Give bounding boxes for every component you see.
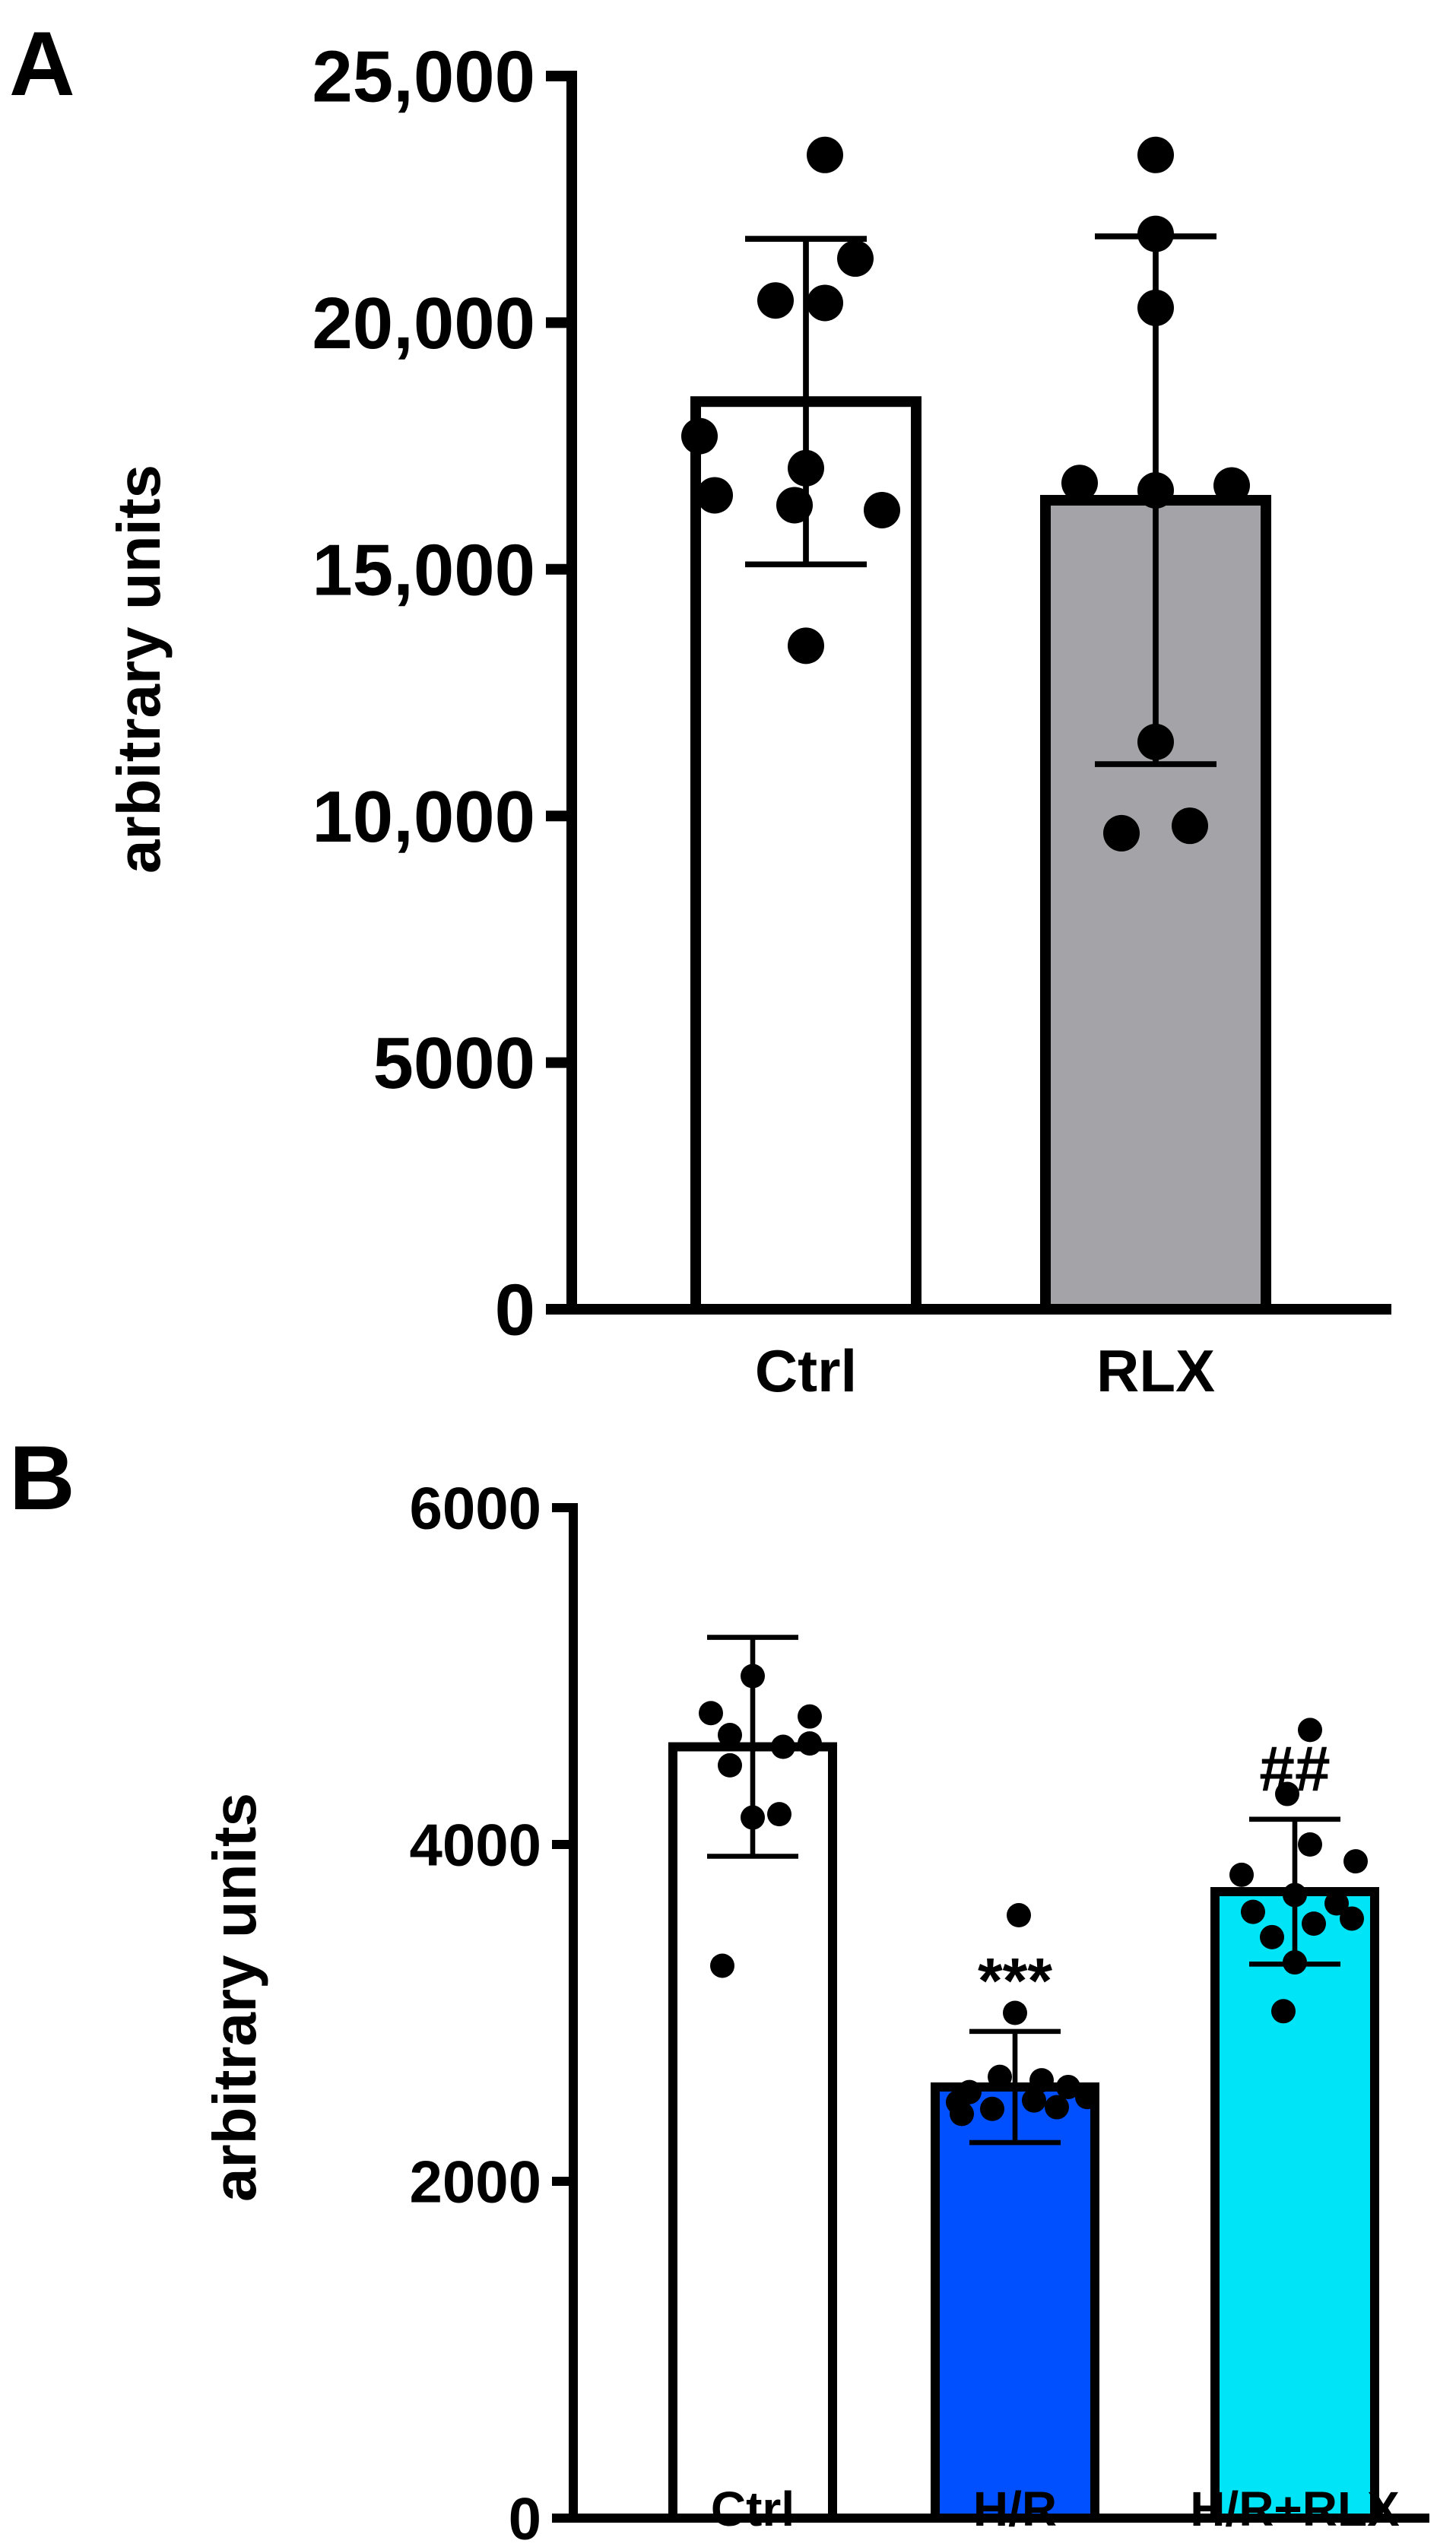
significance-annotation: ***: [978, 1945, 1052, 2016]
data-point: [741, 1805, 765, 1830]
data-point: [1241, 1899, 1265, 1924]
panel-b-letter: B: [9, 1427, 75, 1529]
data-point: [696, 477, 733, 514]
data-point: [1283, 1950, 1307, 1975]
data-point: [950, 2101, 974, 2127]
data-point: [1340, 1906, 1364, 1931]
data-point: [980, 2096, 1004, 2121]
data-point: [1007, 1903, 1031, 1928]
data-point: [788, 627, 824, 665]
data-point: [757, 282, 794, 319]
data-point: [864, 491, 900, 528]
data-point: [788, 449, 824, 487]
data-point: [718, 1723, 742, 1748]
data-point: [1003, 2000, 1027, 2025]
data-point: [1298, 1832, 1322, 1857]
data-point: [1137, 289, 1174, 326]
data-point: [1260, 1924, 1284, 1949]
panel-a-y-axis-label: arbitrary units: [105, 465, 173, 874]
data-point: [1324, 1891, 1349, 1916]
data-point: [1022, 2088, 1046, 2113]
data-point: [1229, 1862, 1254, 1887]
data-point: [710, 1953, 734, 1978]
data-point: [681, 417, 718, 455]
data-point: [798, 1704, 822, 1729]
panel-a-letter: A: [9, 13, 75, 115]
data-point: [767, 1802, 791, 1827]
x-tick-label: Ctrl: [755, 1337, 857, 1404]
data-point: [1298, 1718, 1322, 1743]
data-point: [1075, 2085, 1099, 2110]
data-point: [807, 284, 843, 322]
y-tick-label: 20,000: [312, 283, 535, 364]
data-point: [1103, 814, 1140, 852]
y-tick-label: 25,000: [312, 36, 535, 118]
data-point: [1137, 136, 1174, 173]
y-tick-label: 0: [495, 1270, 535, 1351]
bar-h-r: [931, 2082, 1099, 2523]
panel-b-y-axis-label: arbitrary units: [201, 1793, 268, 2202]
x-tick-label: RLX: [1096, 1337, 1215, 1404]
significance-annotation: ##: [1259, 1733, 1330, 1804]
data-point: [776, 487, 813, 524]
data-point: [1029, 2068, 1054, 2093]
y-tick-label: 2000: [409, 2148, 541, 2215]
data-point: [1137, 471, 1174, 509]
data-point: [1172, 807, 1208, 845]
y-tick-label: 15,000: [312, 529, 535, 611]
data-point: [718, 1752, 742, 1778]
data-point: [837, 240, 874, 278]
data-point: [798, 1731, 822, 1756]
data-point: [1213, 467, 1250, 504]
data-point: [1137, 215, 1174, 252]
x-tick-label: H/R: [973, 2482, 1057, 2536]
data-point: [1061, 465, 1098, 502]
data-point: [807, 136, 843, 173]
y-tick-label: 4000: [409, 1811, 541, 1878]
data-point: [699, 1701, 723, 1726]
data-point: [771, 1734, 795, 1759]
data-point: [1137, 723, 1174, 760]
y-tick-label: 10,000: [312, 776, 535, 858]
y-tick-label: 6000: [409, 1474, 541, 1541]
data-point: [1343, 1849, 1368, 1874]
data-point: [1056, 2074, 1080, 2099]
data-point: [1045, 2095, 1069, 2120]
bar-ctrl: [668, 1742, 837, 2523]
data-point: [1302, 1911, 1326, 1936]
x-tick-label: Ctrl: [711, 2482, 795, 2536]
y-tick-label: 0: [509, 2485, 541, 2547]
y-tick-label: 5000: [373, 1023, 535, 1104]
panel-a: A arbitrary units 0 5000 10,000 15,000 20,00…: [9, 13, 1391, 1404]
panel-b: B arbitrary units 0 2000 4000 6000 Ctrl H/R H…: [9, 1427, 1429, 2547]
data-point: [1271, 1999, 1296, 2024]
data-point: [988, 2064, 1012, 2089]
data-point: [1275, 1781, 1299, 1806]
data-point: [741, 1664, 765, 1689]
x-tick-label: H/R+RLX: [1190, 2482, 1400, 2536]
bar-h-r-rlx: [1210, 1887, 1379, 2523]
data-point: [1283, 1882, 1307, 1908]
